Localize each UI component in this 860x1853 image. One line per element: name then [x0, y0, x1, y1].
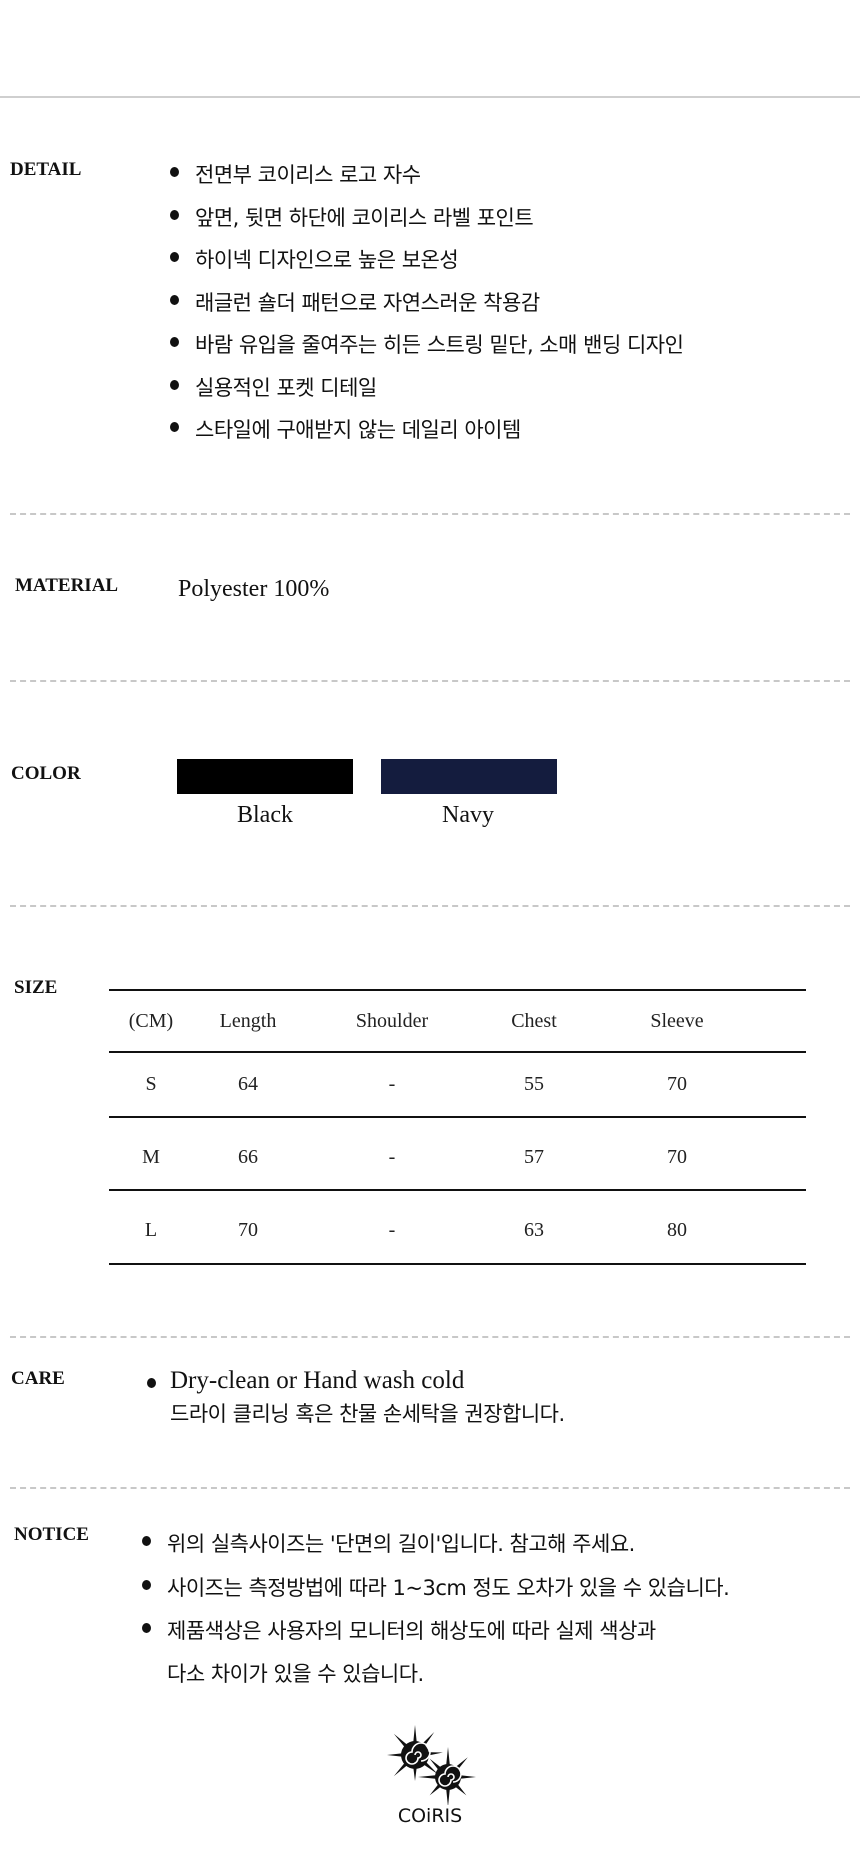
detail-item: 래글런 숄더 패턴으로 자연스러운 착용감: [195, 291, 540, 315]
brand-logo-text: COiRIS: [397, 1805, 463, 1827]
detail-item: 바람 유입을 줄여주는 히든 스트링 밑단, 소매 밴딩 디자인: [195, 333, 684, 357]
divider: [10, 1487, 850, 1489]
detail-item: 전면부 코이리스 로고 자수: [195, 163, 421, 187]
size-cell: -: [388, 1219, 396, 1241]
size-cell: -: [388, 1146, 396, 1168]
size-header-cell: Shoulder: [355, 1010, 429, 1032]
notice-continuation: 다소 차이가 있을 수 있습니다.: [167, 1662, 424, 1686]
notice-label: NOTICE: [14, 1524, 89, 1545]
size-cell: 57: [524, 1146, 544, 1168]
detail-item: 앞면, 뒷면 하단에 코이리스 라벨 포인트: [195, 206, 534, 230]
size-header-cell: Chest: [511, 1010, 557, 1032]
table-rule: [109, 1189, 806, 1191]
sun-spiral-logo-icon: [387, 1725, 476, 1807]
care-label: CARE: [11, 1368, 65, 1389]
table-rule: [109, 1051, 806, 1053]
size-label: SIZE: [14, 977, 58, 998]
size-cell: S: [145, 1073, 157, 1095]
size-cell: -: [388, 1073, 396, 1095]
detail-item: 하이넥 디자인으로 높은 보온성: [195, 248, 459, 272]
notice-item: 위의 실측사이즈는 '단면의 길이'입니다. 참고해 주세요.: [167, 1532, 635, 1556]
care-line-korean: 드라이 클리닝 혹은 찬물 손세탁을 권장합니다.: [170, 1402, 565, 1426]
detail-item: 실용적인 포켓 디테일: [195, 376, 377, 400]
divider: [10, 1336, 850, 1338]
care-line-english: Dry-clean or Hand wash cold: [170, 1367, 465, 1394]
size-cell: M: [142, 1146, 160, 1168]
brand-logo: COiRIS: [370, 1725, 490, 1835]
size-cell: 80: [667, 1219, 687, 1241]
color-name-navy: Navy: [442, 802, 494, 828]
detail-item: 스타일에 구애받지 않는 데일리 아이템: [195, 418, 521, 442]
size-cell: 70: [667, 1146, 687, 1168]
color-swatch-navy: [381, 759, 557, 794]
material-label: MATERIAL: [15, 575, 119, 596]
size-cell: 63: [524, 1219, 544, 1241]
table-rule: [109, 1263, 806, 1265]
bullet: [170, 337, 179, 347]
bullet: [170, 380, 179, 390]
bullet: [170, 422, 179, 432]
bullet: [142, 1536, 151, 1546]
divider: [10, 905, 850, 907]
divider: [10, 680, 850, 682]
table-rule: [109, 1116, 806, 1118]
size-cell: 66: [238, 1146, 258, 1168]
color-swatch-black: [177, 759, 353, 794]
bullet: [142, 1623, 151, 1633]
notice-item: 사이즈는 측정방법에 따라 1~3cm 정도 오차가 있을 수 있습니다.: [167, 1576, 730, 1600]
size-header-cell: (CM): [128, 1010, 174, 1032]
size-header-cell: Length: [219, 1010, 277, 1032]
size-cell: 70: [238, 1219, 258, 1241]
bullet: [142, 1580, 151, 1590]
bullet: [170, 295, 179, 305]
color-name-black: Black: [237, 802, 293, 828]
bullet: [170, 210, 179, 220]
divider: [10, 513, 850, 515]
top-divider: [0, 96, 860, 98]
size-cell: 55: [524, 1073, 544, 1095]
notice-item: 제품색상은 사용자의 모니터의 해상도에 따라 실제 색상과: [167, 1619, 656, 1643]
detail-label: DETAIL: [10, 159, 82, 180]
table-rule: [109, 989, 806, 991]
color-label: COLOR: [11, 763, 81, 784]
material-value: Polyester 100%: [178, 576, 330, 602]
bullet: [147, 1378, 156, 1388]
size-cell: 64: [238, 1073, 258, 1095]
bullet: [170, 167, 179, 177]
size-cell: 70: [667, 1073, 687, 1095]
size-header-cell: Sleeve: [650, 1010, 704, 1032]
size-cell: L: [144, 1219, 158, 1241]
bullet: [170, 252, 179, 262]
